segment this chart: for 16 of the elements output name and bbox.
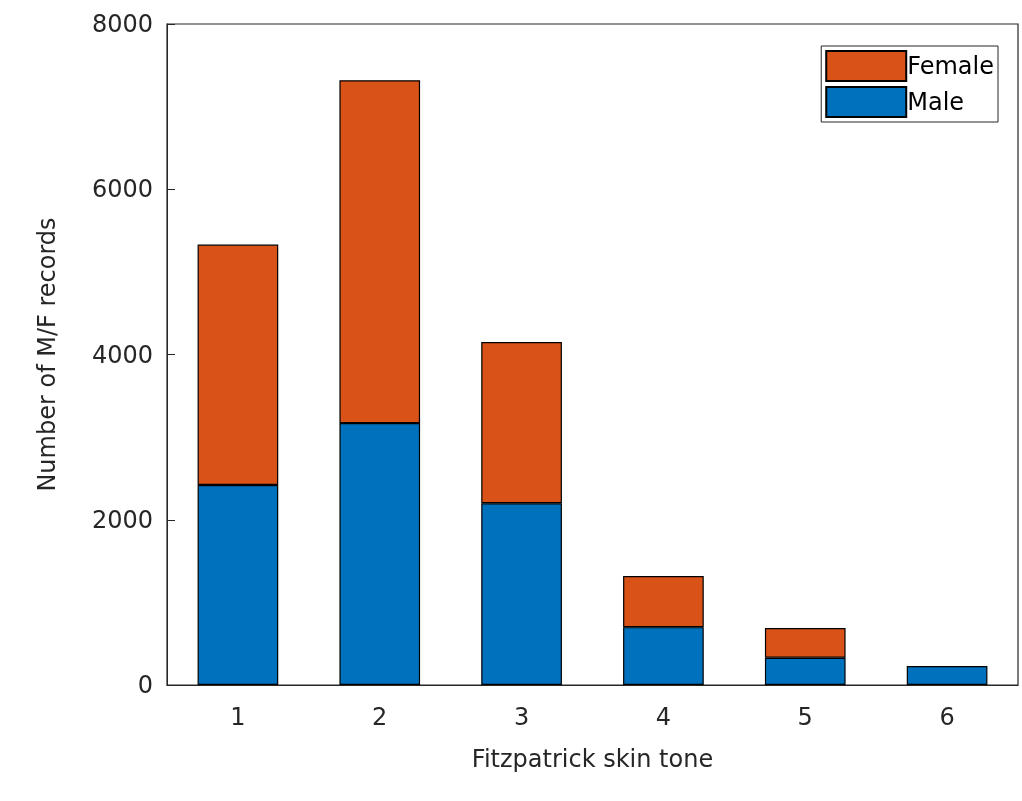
x-tick-label: 1 (230, 703, 246, 731)
y-axis-title: Number of M/F records (33, 217, 61, 492)
x-tick-label: 4 (655, 703, 672, 731)
legend-label: Male (907, 88, 965, 116)
x-axis-title: Fitzpatrick skin tone (471, 745, 714, 773)
y-tick-label: 8000 (91, 10, 153, 38)
x-tick-label: 5 (797, 703, 813, 731)
legend-label: Female (907, 52, 994, 80)
y-tick-label: 4000 (91, 340, 153, 369)
y-tick-label: 6000 (91, 175, 153, 204)
x-tick-label: 6 (939, 703, 955, 731)
y-tick-label: 2000 (91, 505, 153, 534)
bar (906, 666, 988, 685)
y-tick-label: 0 (137, 671, 153, 699)
x-tick-label: 2 (372, 703, 388, 731)
x-tick-label: 3 (513, 703, 530, 731)
